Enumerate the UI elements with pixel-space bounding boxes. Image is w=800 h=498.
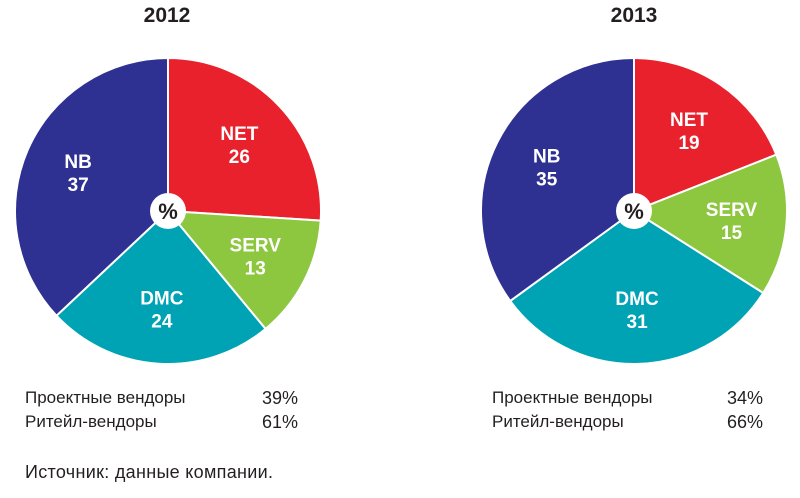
slice-label-dmc: DMC 31: [615, 289, 659, 333]
share-label: Проектные вендоры: [492, 388, 653, 407]
pie-slice-nb: [14, 56, 169, 318]
share-row-project: Проектные вендоры 34%: [492, 386, 800, 410]
share-value: 34%: [727, 388, 764, 408]
share-value: 39%: [262, 388, 299, 408]
center-percent-label: %: [624, 199, 644, 224]
center-percent-label: %: [158, 199, 178, 224]
slice-label-serv: SERV 13: [230, 235, 282, 279]
pie-slice-net: [167, 56, 322, 222]
share-value: 61%: [262, 412, 299, 432]
share-label: Ритейл-вендоры: [492, 412, 624, 431]
pie-slice-net: [633, 56, 778, 213]
pie-2013: NET 19 SERV 15 DMC 31 NB 35%: [480, 56, 788, 365]
source-note: Источник: данные компании.: [25, 462, 274, 482]
pie-slice-serv: [631, 153, 788, 295]
pie-slice-dmc: [55, 209, 267, 365]
slice-label-nb: NB 37: [64, 152, 91, 196]
chart-title: 2013: [610, 4, 658, 27]
slice-label-serv: SERV 15: [706, 200, 758, 244]
vendor-share-table: Проектные вендоры 34% Ритейл-вендоры 66%: [492, 386, 800, 434]
share-row-retail: Ритейл-вендоры 66%: [492, 410, 800, 434]
pie-chart-2013: 2013 NET 19 SERV 15 DMC 31 NB 35% Проектные вен…: [400, 0, 800, 450]
pie-slice-dmc: [508, 209, 765, 365]
vendor-share-table: Проектные вендоры 39% Ритейл-вендоры 61%: [25, 386, 345, 434]
share-value: 66%: [727, 412, 764, 432]
slice-label-dmc: DMC 24: [140, 289, 184, 333]
pie-2012: NET 26 SERV 13 DMC 24 NB 37%: [14, 56, 322, 365]
pie-chart-2012: 2012 NET 26 SERV 13 DMC 24 NB 37% Проектные вен…: [0, 0, 400, 450]
share-row-project: Проектные вендоры 39%: [25, 386, 345, 410]
share-label: Ритейл-вендоры: [25, 412, 157, 431]
center-circle: [150, 193, 186, 229]
pie-slice-serv: [165, 209, 322, 331]
share-row-retail: Ритейл-вендоры 61%: [25, 410, 345, 434]
slice-label-nb: NB 35: [533, 147, 560, 191]
share-label: Проектные вендоры: [25, 388, 186, 407]
center-circle: [616, 193, 652, 229]
slice-label-net: NET 26: [220, 124, 258, 168]
chart-title: 2012: [143, 4, 191, 27]
slice-label-net: NET 19: [670, 110, 708, 154]
pie-slice-nb: [480, 56, 635, 303]
